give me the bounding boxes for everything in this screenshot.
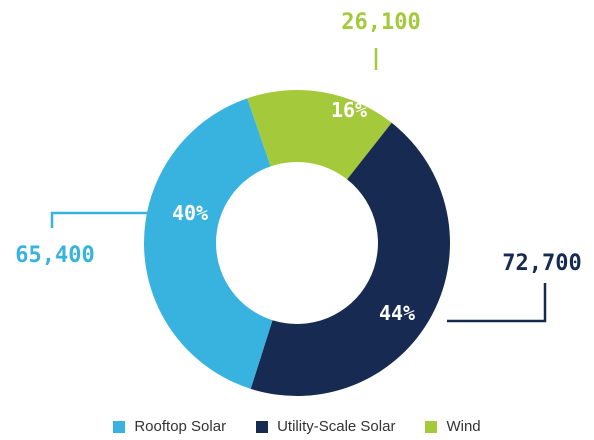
legend-item-utility-scale-solar: Utility-Scale Solar [256,418,395,435]
callout-line-utility-scale-solar [447,283,547,323]
legend-label-rooftop-solar: Rooftop Solar [134,418,227,435]
value-label-wind: 26,100 [341,10,420,35]
legend-swatch-utility-scale-solar [256,420,269,433]
percent-label-wind: 16% [331,98,367,122]
percent-label-rooftop-solar: 40% [172,201,208,225]
value-label-utility-scale-solar: 72,700 [502,251,581,276]
value-label-rooftop-solar: 65,400 [15,243,94,268]
legend-item-wind: Wind [425,418,481,435]
legend: Rooftop Solar Utility-Scale Solar Wind [0,418,594,435]
legend-label-utility-scale-solar: Utility-Scale Solar [277,418,396,435]
legend-item-rooftop-solar: Rooftop Solar [113,418,226,435]
slice-wind [247,90,392,180]
legend-label-wind: Wind [446,418,481,435]
legend-swatch-wind [425,420,438,433]
legend-swatch-rooftop-solar [113,420,126,433]
slice-rooftop-solar [143,98,273,389]
callout-line-rooftop-solar [50,211,152,228]
percent-label-utility-scale-solar: 44% [379,301,415,325]
slice-utility-scale-solar [250,122,451,396]
